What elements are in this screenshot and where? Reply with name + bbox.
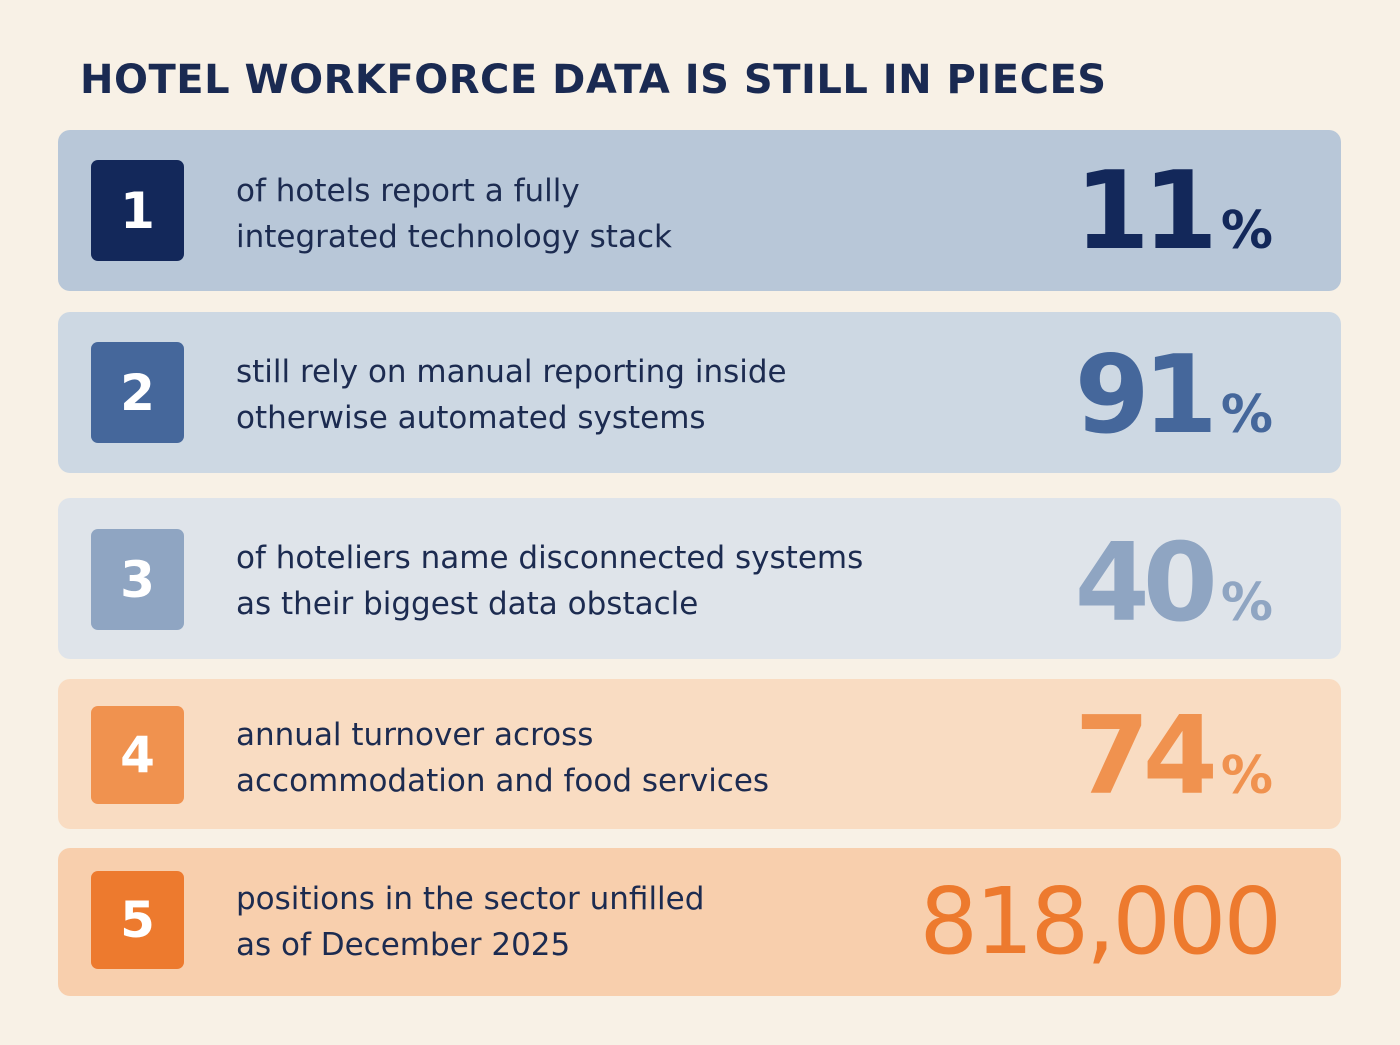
stat-description-3: of hoteliers name disconnected systems a… [236, 535, 863, 627]
page-title: HOTEL WORKFORCE DATA IS STILL IN PIECES [80, 57, 1107, 103]
description-line-1: of hoteliers name disconnected systems [236, 540, 864, 576]
stat-unit-3: % [1220, 573, 1273, 633]
stat-value-4: 74 % [1075, 703, 1273, 811]
description-line-2: as their biggest data obstacle [236, 586, 699, 622]
stat-description-4: annual turnover across accommodation and… [236, 712, 769, 804]
stat-number-1: 11 [1074, 149, 1218, 274]
stat-value-5: 818,000 [920, 876, 1289, 968]
stat-unit-4: % [1220, 746, 1273, 806]
rank-badge-1: 1 [91, 160, 184, 261]
stat-number-4: 74 [1074, 694, 1218, 819]
stat-value-2: 91 % [1075, 342, 1273, 450]
stat-row-2: 2 still rely on manual reporting inside … [58, 312, 1341, 473]
stat-row-4: 4 annual turnover across accommodation a… [58, 679, 1341, 829]
rank-badge-2: 2 [91, 342, 184, 443]
stat-row-5: 5 positions in the sector unfilled as of… [58, 848, 1341, 996]
description-line-2: otherwise automated systems [236, 400, 706, 436]
stat-number-5: 818,000 [919, 868, 1282, 975]
description-line-2: accommodation and food services [236, 763, 770, 799]
stat-value-1: 11 % [1075, 158, 1273, 266]
stat-row-3: 3 of hoteliers name disconnected systems… [58, 498, 1341, 659]
description-line-1: positions in the sector unfilled [236, 881, 705, 917]
stat-description-5: positions in the sector unfilled as of D… [236, 876, 704, 968]
description-line-2: as of December 2025 [236, 927, 571, 963]
stat-description-2: still rely on manual reporting inside ot… [236, 349, 787, 441]
rank-badge-4: 4 [91, 706, 184, 804]
description-line-1: still rely on manual reporting inside [236, 354, 787, 390]
stat-number-3: 40 [1074, 521, 1218, 646]
description-line-1: of hotels report a fully [236, 173, 580, 209]
stat-number-2: 91 [1074, 333, 1218, 458]
description-line-1: annual turnover across [236, 717, 594, 753]
stat-unit-2: % [1220, 385, 1273, 445]
stat-row-1: 1 of hotels report a fully integrated te… [58, 130, 1341, 291]
rank-badge-5: 5 [91, 871, 184, 969]
rank-badge-3: 3 [91, 529, 184, 630]
stat-value-3: 40 % [1075, 530, 1273, 638]
stat-description-1: of hotels report a fully integrated tech… [236, 168, 672, 260]
stat-unit-1: % [1220, 201, 1273, 261]
description-line-2: integrated technology stack [236, 219, 672, 255]
